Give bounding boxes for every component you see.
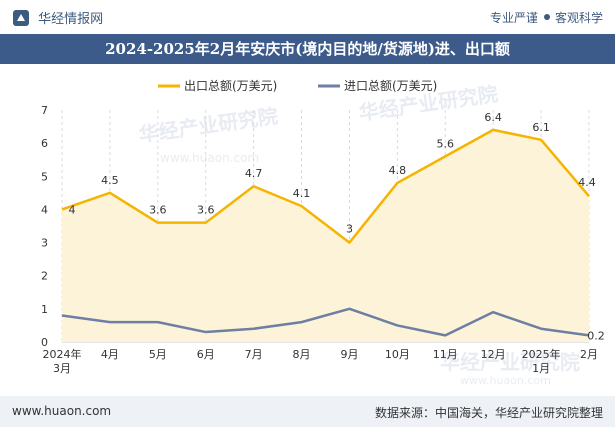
export-data-label: 4.4: [578, 176, 596, 189]
footer-website: www.huaon.com: [12, 404, 112, 418]
export-data-label: 4.5: [101, 174, 119, 187]
x-tick-label: 2月: [580, 348, 598, 361]
export-data-label: 3.6: [197, 204, 215, 217]
x-axis: 2024年 3月 4月 5月 6月 7月 8月 9月 10月 11月 12月 2025年 1月 2月: [43, 347, 599, 375]
line-chart: 华经产业研究院 华经产业研究院 www.huaon.com 华经产业研究院 ww…: [41, 79, 605, 387]
import-data-label: 0.2: [587, 329, 605, 342]
chart-title: 2024-2025年2月年安庆市(境内目的地/货源地)进、出口额: [105, 40, 510, 58]
x-tick-label: 2025年 1月: [522, 347, 561, 375]
y-tick-label: 0: [41, 336, 48, 349]
x-tick-label-line: 3月: [53, 362, 71, 375]
export-area: [62, 129, 589, 342]
title-bar: 2024-2025年2月年安庆市(境内目的地/货源地)进、出口额: [0, 34, 615, 64]
export-area-fill: [62, 129, 589, 342]
x-tick-label: 9月: [340, 348, 358, 361]
brand: 华经情报网: [12, 8, 103, 27]
x-tick-label-line: 2025年: [522, 347, 561, 361]
x-tick-label-line: 1月: [532, 362, 550, 375]
watermark-url: www.huaon.com: [160, 151, 259, 165]
export-data-label: 5.6: [437, 137, 455, 150]
x-tick-label: 6月: [197, 348, 215, 361]
x-tick-label: 2024年 3月: [43, 347, 82, 375]
y-axis: 0 1 2 3 4 5 6 7: [41, 104, 48, 349]
footer: www.huaon.com 数据来源：中国海关，华经产业研究院整理: [0, 396, 615, 427]
data-labels: 4 4.5 3.6 3.6 4.7 4.1 3 4.8 5.6 6.4 6.1 4.4 0.2: [69, 111, 605, 342]
y-tick-label: 4: [41, 203, 48, 216]
legend-label-export: 出口总额(万美元): [184, 79, 277, 93]
x-tick-label: 8月: [293, 348, 311, 361]
legend: 出口总额(万美元) 进口总额(万美元): [158, 79, 437, 93]
export-series-line: [61, 128, 590, 244]
export-data-label: 3: [346, 223, 353, 236]
y-tick-label: 2: [41, 270, 48, 283]
x-tick-label-line: 2024年: [43, 347, 82, 361]
x-tick-label: 10月: [385, 348, 410, 361]
tagline-right: 客观科学: [554, 11, 603, 25]
tagline: 专业严谨 客观科学: [490, 9, 603, 26]
export-data-label: 3.6: [149, 204, 167, 217]
top-bar: 华经情报网 专业严谨 客观科学: [0, 0, 615, 34]
export-data-label: 4.7: [245, 167, 263, 180]
x-tick-label: 4月: [101, 348, 119, 361]
y-tick-label: 1: [41, 303, 48, 316]
brand-logo-icon: [13, 10, 29, 26]
watermark-text: 华经产业研究院: [440, 350, 580, 374]
separator-dot-icon: [543, 14, 550, 20]
footer-source: 数据来源：中国海关，华经产业研究院整理: [374, 406, 603, 420]
brand-name: 华经情报网: [38, 12, 104, 27]
export-data-label: 4.1: [293, 187, 311, 200]
export-data-label: 4: [69, 203, 76, 216]
tagline-left: 专业严谨: [489, 11, 538, 25]
export-data-label: 6.1: [532, 121, 550, 134]
export-data-label: 4.8: [389, 164, 407, 177]
y-tick-label: 7: [41, 104, 48, 117]
y-tick-label: 5: [41, 170, 48, 183]
y-tick-label: 3: [41, 237, 48, 250]
legend-label-import: 进口总额(万美元): [344, 79, 437, 93]
series-lines: [61, 128, 590, 337]
x-tick-label: 5月: [149, 348, 167, 361]
export-data-label: 6.4: [484, 111, 502, 124]
x-tick-label: 12月: [481, 348, 506, 361]
import-series-line: [61, 307, 590, 337]
x-tick-label: 11月: [433, 348, 458, 361]
x-tick-label: 7月: [245, 348, 263, 361]
watermark-text: 华经产业研究院: [137, 104, 279, 147]
y-tick-label: 6: [41, 137, 48, 150]
watermark-url: www.huaon.com: [460, 374, 551, 387]
